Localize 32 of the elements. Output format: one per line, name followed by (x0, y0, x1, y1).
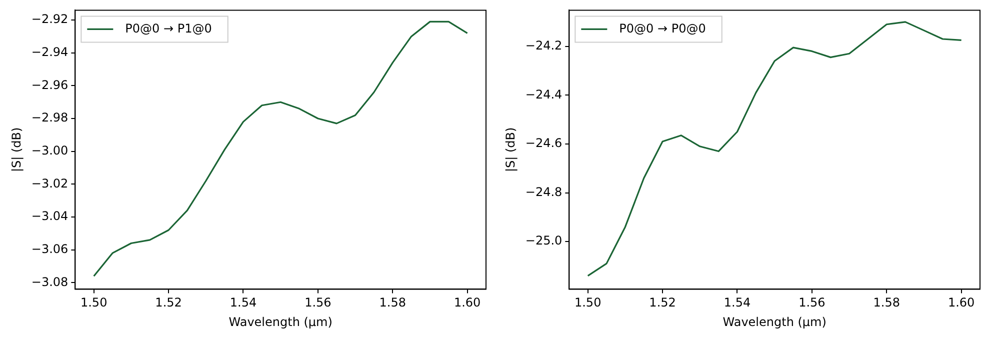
x-tick-label: 1.56 (798, 296, 826, 310)
x-axis-title: Wavelength (µm) (228, 314, 332, 329)
y-axis-title: |S| (dB) (9, 127, 24, 172)
x-tick-label: 1.56 (304, 296, 332, 310)
x-tick-label: 1.54 (724, 296, 751, 310)
y-axis-title: |S| (dB) (503, 127, 518, 172)
y-tick-label: −3.06 (31, 242, 68, 256)
y-tick-label: −24.8 (525, 184, 562, 199)
x-tick-label: 1.50 (574, 296, 602, 310)
x-tick-label: 1.52 (155, 296, 182, 310)
x-tick-label: 1.60 (948, 296, 975, 310)
y-tick-label: −3.00 (31, 143, 68, 158)
y-tick-label: −25.0 (525, 234, 562, 248)
x-tick-label: 1.58 (873, 296, 900, 310)
y-tick-label: −24.6 (525, 136, 562, 150)
y-tick-label: −2.92 (31, 12, 68, 26)
x-tick-label: 1.50 (80, 296, 108, 310)
x-tick-label: 1.52 (649, 296, 676, 310)
x-tick-label: 1.60 (454, 296, 481, 310)
y-tick-label: −24.4 (525, 87, 562, 102)
y-tick-label: −3.08 (31, 274, 68, 289)
y-tick-label: −3.02 (31, 176, 68, 190)
x-axis-title: Wavelength (µm) (722, 314, 826, 329)
y-tick-label: −3.04 (31, 209, 68, 224)
y-tick-label: −2.98 (31, 110, 68, 125)
legend-label: P0@0 → P1@0 (125, 21, 212, 36)
y-tick-label: −2.94 (31, 44, 68, 59)
y-tick-label: −24.2 (525, 38, 562, 52)
legend-label: P0@0 → P0@0 (619, 21, 706, 36)
x-tick-label: 1.54 (230, 296, 257, 310)
x-tick-label: 1.58 (379, 296, 406, 310)
y-tick-label: −2.96 (31, 78, 68, 92)
